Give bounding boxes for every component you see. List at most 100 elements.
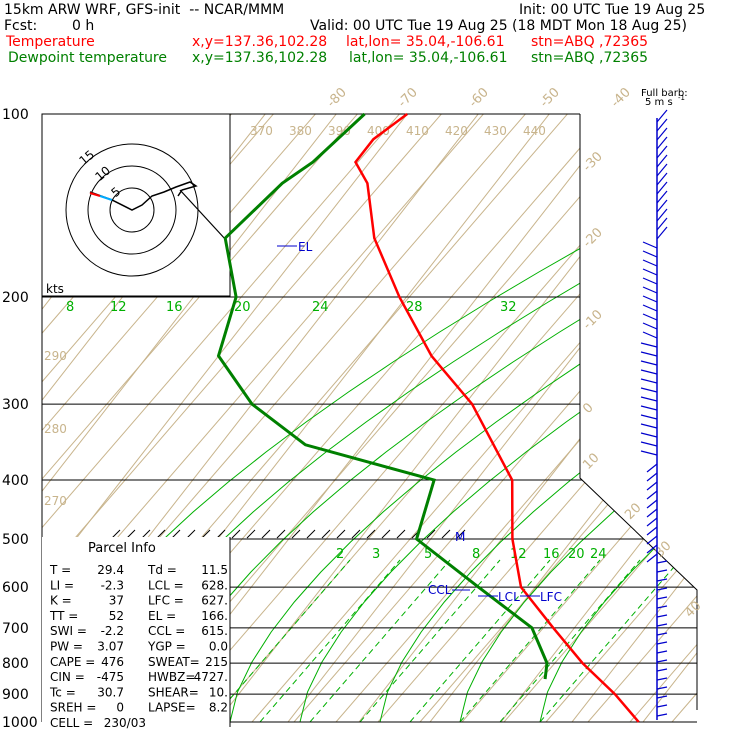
dry-adiabat-line [42, 114, 351, 722]
level-hatch [246, 529, 256, 539]
level-hatch [336, 529, 346, 539]
wind-barb [656, 578, 668, 582]
pressure-label: 1000 [2, 715, 38, 731]
hodograph-unit-label: kts [46, 282, 64, 296]
mixing-ratio-line [309, 559, 451, 722]
hodograph-box [41, 113, 231, 297]
valid-time: Valid: 00 UTC Tue 19 Aug 25 (18 MDT Mon … [310, 18, 687, 34]
moist-adiabat-label: 8 [66, 300, 74, 315]
wind-barb [656, 686, 668, 690]
level-hatch [456, 529, 466, 539]
parcel-info-key: Td = [147, 563, 177, 577]
level-hatch [291, 529, 301, 539]
wind-barb [656, 614, 668, 618]
dry-adiabat-line [335, 114, 697, 722]
parcel-info-key: SHEAR= [148, 685, 199, 699]
level-hatch [441, 529, 451, 539]
temperature-profile [354, 112, 640, 723]
wind-barb [642, 268, 658, 276]
mixing-ratio-label: 5 [424, 547, 432, 562]
parcel-info-value: 3.07 [97, 640, 124, 654]
moist-adiabat-label: 16 [166, 300, 183, 315]
isotherm-label: -50 [537, 85, 563, 111]
wind-barb [642, 277, 658, 285]
level-hatch [276, 529, 286, 539]
parcel-info-value: -475 [97, 670, 124, 684]
wind-barb [640, 396, 658, 402]
level-hatch [216, 529, 226, 539]
mixing-ratio-label: 8 [472, 547, 480, 562]
parcel-info-value: 628. [201, 578, 228, 592]
isotherm-line [490, 114, 697, 722]
pressure-label: 100 [2, 107, 29, 123]
temperature-latlon: lat,lon= 35.04,-106.61 [346, 34, 505, 50]
dry-adiabat-line [377, 114, 697, 722]
barb-legend-superscript: -1 [678, 94, 685, 102]
wind-barb [656, 560, 668, 564]
mixing-ratio-label: 20 [568, 547, 585, 562]
dewpoint-xy: x,y=137.36,102.28 [192, 50, 328, 66]
isotherm-label: 0 [580, 400, 596, 416]
wind-barb [656, 632, 668, 636]
theta-label: 290 [44, 349, 67, 363]
parcel-info-value: -2.3 [101, 578, 124, 592]
wind-barb [642, 241, 658, 249]
mixing-ratio-label: 12 [510, 547, 527, 562]
isotherm-line [561, 114, 697, 722]
wind-barb [656, 668, 668, 672]
mixing-ratio-line [539, 559, 681, 722]
temperature-legend: Temperature [6, 34, 95, 50]
wind-barb [656, 154, 668, 168]
wind-barb [642, 304, 658, 312]
hodograph-trace-red [89, 192, 101, 197]
isotherm-label: -60 [466, 85, 492, 111]
wind-barb [640, 369, 658, 375]
parcel-info-key: LAPSE= [148, 701, 196, 715]
parcel-info-key: T = [49, 563, 71, 577]
isotherm-label: 20 [622, 501, 644, 523]
parcel-markers: EL M CCL LCL LFC [277, 240, 562, 604]
parcel-info-value: 476 [101, 655, 124, 669]
wind-barb [656, 596, 668, 600]
wind-barb [642, 250, 658, 258]
parcel-info-key: EL = [148, 609, 176, 623]
moist-adiabat-line [159, 121, 697, 722]
parcel-info-value: 230/03 [104, 716, 146, 730]
parcel-info-value: 29.4 [97, 563, 124, 577]
mixing-ratio-line [209, 559, 351, 722]
lcl-marker: LCL [498, 590, 520, 604]
moist-adiabat-line [379, 121, 697, 722]
mixing-ratio-line [359, 559, 501, 722]
parcel-info-key: K = [50, 594, 72, 608]
wind-barb [656, 118, 668, 132]
parcel-info-key: LI = [50, 578, 74, 592]
pressure-label: 500 [2, 532, 29, 548]
moist-adiabat-label: 32 [500, 300, 517, 315]
wind-barb [656, 713, 668, 717]
level-hatch [426, 529, 436, 539]
theta-label: 390 [328, 124, 351, 138]
dry-adiabat-line [42, 114, 477, 722]
wind-barb [646, 508, 658, 518]
wind-barb [656, 587, 668, 591]
mixing-ratio-label: 24 [590, 547, 607, 562]
wind-barb [646, 526, 658, 536]
hodograph-trace [89, 181, 198, 211]
level-hatch [366, 529, 376, 539]
model-title: 15km ARW WRF, GFS-init -- NCAR/MMM [4, 2, 285, 18]
isotherm-label: -30 [580, 149, 606, 175]
dewpoint-latlon: lat,lon= 35.04,-106.61 [349, 50, 508, 66]
theta-label: 400 [367, 124, 390, 138]
wind-barb [640, 423, 658, 429]
parcel-info-box [42, 537, 230, 727]
theta-label: 420 [445, 124, 468, 138]
wind-barb [656, 605, 668, 609]
parcel-info-key: TT = [49, 609, 78, 623]
isotherm-label: -70 [395, 85, 421, 111]
parcel-info-key: LCL = [148, 578, 184, 592]
dewpoint-station: stn=ABQ ,72365 [531, 50, 649, 66]
wind-barb [656, 190, 668, 204]
parcel-info-key: CAPE = [50, 655, 95, 669]
wind-barb [656, 172, 668, 186]
dry-adiabat-line [545, 114, 697, 722]
